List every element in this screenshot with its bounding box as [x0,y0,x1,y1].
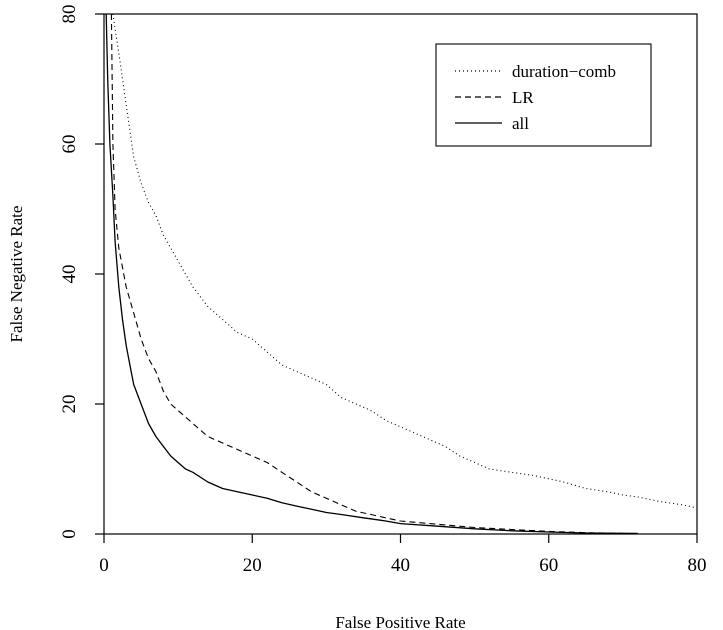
x-tick-label: 20 [243,555,262,576]
y-tick-label: 0 [59,529,80,539]
legend-label: LR [512,88,534,107]
y-tick-label: 80 [59,5,80,24]
series-line-2 [105,14,638,534]
x-tick-label: 80 [688,555,707,576]
series-line-1 [110,14,623,534]
y-tick-label: 60 [59,135,80,154]
y-tick-label: 40 [59,265,80,284]
series-layer [105,14,697,534]
series-line-0 [112,14,697,509]
legend: duration−comb LR all [435,43,652,147]
y-axis: 0 20 40 60 80 [59,5,104,539]
x-tick-label: 0 [99,555,109,576]
x-axis: 0 20 40 60 80 [99,534,707,576]
x-tick-label: 60 [539,555,558,576]
legend-box [435,43,652,147]
x-axis-title: False Positive Rate [335,613,465,630]
x-tick-label: 40 [391,555,410,576]
legend-label: all [512,114,529,133]
y-axis-title: False Negative Rate [7,206,26,343]
legend-label: duration−comb [512,62,616,81]
y-tick-label: 20 [59,395,80,414]
